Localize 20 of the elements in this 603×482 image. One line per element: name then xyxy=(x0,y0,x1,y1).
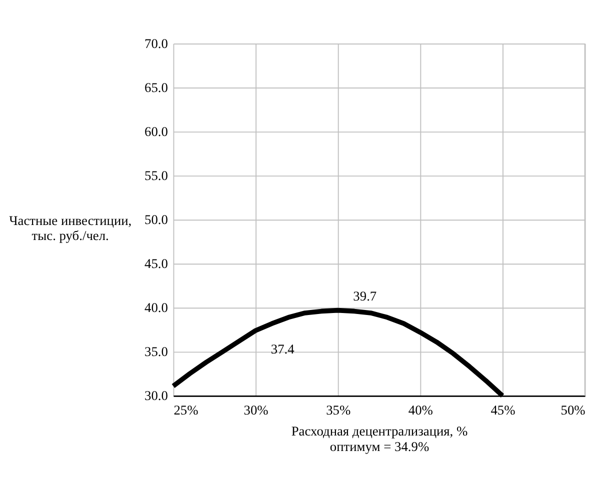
y-tick-label: 35.0 xyxy=(144,344,168,360)
y-tick-label: 50.0 xyxy=(144,212,168,227)
x-tick-label: 25% xyxy=(174,402,198,418)
y-tick-label: 55.0 xyxy=(144,168,168,183)
y-axis-title: Частные инвестиции, тыс. руб./чел. xyxy=(9,212,132,244)
y-tick-label: 70.0 xyxy=(144,36,168,51)
y-tick-label: 65.0 xyxy=(144,80,168,95)
x-tick-label: 40% xyxy=(408,402,433,418)
y-tick-label: 40.0 xyxy=(144,300,168,315)
x-tick-label: 45% xyxy=(490,402,516,418)
x-tick-label: 35% xyxy=(326,402,351,418)
annotation: 37.4 xyxy=(270,342,295,357)
x-axis-title: Расходная децентрализация, % xyxy=(291,423,468,438)
y-tick-label: 30.0 xyxy=(144,388,168,404)
text: оптимум = 34.9% xyxy=(330,438,430,454)
x-tick-label: 50% xyxy=(560,402,586,418)
y-tick-label: 45.0 xyxy=(144,256,168,271)
x-tick-label: 30% xyxy=(244,402,268,418)
y-tick-label: 60.0 xyxy=(144,124,168,139)
annotation: 39.7 xyxy=(353,288,377,304)
